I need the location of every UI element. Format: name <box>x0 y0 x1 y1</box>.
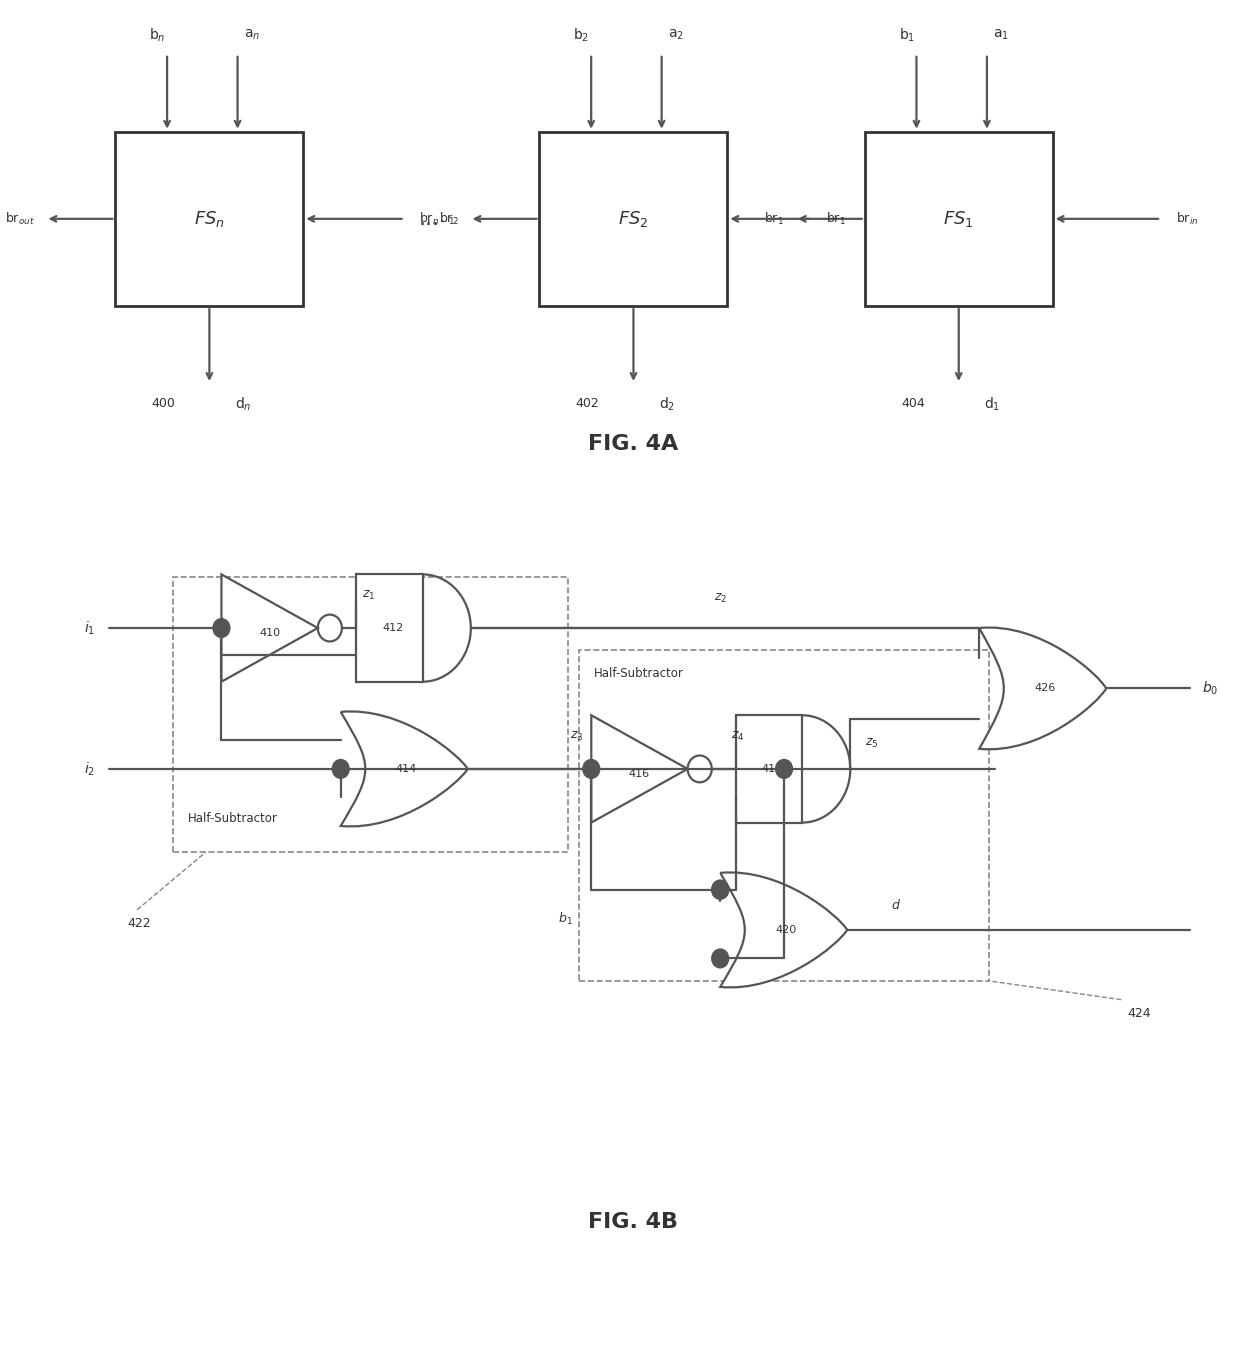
Text: ...: ... <box>418 209 439 230</box>
PathPatch shape <box>980 628 1106 749</box>
Text: z$_5$: z$_5$ <box>866 737 879 751</box>
Bar <box>864 132 1053 306</box>
Text: 414: 414 <box>396 764 417 774</box>
Text: FS$_2$: FS$_2$ <box>618 209 649 230</box>
Text: b$_1$: b$_1$ <box>558 911 573 927</box>
Text: 402: 402 <box>575 397 600 410</box>
Text: z$_2$: z$_2$ <box>714 593 728 605</box>
Text: 400: 400 <box>151 397 176 410</box>
Text: 418: 418 <box>761 764 782 774</box>
Text: $i_1$: $i_1$ <box>84 620 95 637</box>
Text: 420: 420 <box>775 925 796 936</box>
Text: br$_{in}$: br$_{in}$ <box>1176 211 1198 227</box>
Circle shape <box>712 880 729 899</box>
Text: 426: 426 <box>1034 683 1055 694</box>
Text: z$_1$: z$_1$ <box>362 590 376 602</box>
PathPatch shape <box>341 711 467 826</box>
Text: z$_4$: z$_4$ <box>732 730 745 744</box>
Text: 422: 422 <box>128 917 151 930</box>
Circle shape <box>583 760 600 779</box>
Bar <box>115 132 304 306</box>
Text: 416: 416 <box>629 769 650 779</box>
Text: Half-Subtractor: Half-Subtractor <box>594 667 683 680</box>
Text: FS$_n$: FS$_n$ <box>193 209 224 230</box>
Text: FS$_1$: FS$_1$ <box>944 209 975 230</box>
Text: a$_2$: a$_2$ <box>668 28 684 42</box>
Text: 404: 404 <box>901 397 925 410</box>
Bar <box>735 716 802 822</box>
Text: a$_1$: a$_1$ <box>993 28 1009 42</box>
Text: br$_1$: br$_1$ <box>764 211 784 227</box>
Text: b$_n$: b$_n$ <box>149 27 166 43</box>
Text: d: d <box>892 899 899 913</box>
Text: b$_0$: b$_0$ <box>1202 679 1219 697</box>
Bar <box>579 649 988 981</box>
Circle shape <box>712 949 729 968</box>
Text: d$_1$: d$_1$ <box>985 396 1001 413</box>
Text: b$_1$: b$_1$ <box>899 27 915 43</box>
Text: 410: 410 <box>259 628 280 639</box>
Circle shape <box>775 760 792 779</box>
Text: FIG. 4A: FIG. 4A <box>588 435 678 454</box>
Circle shape <box>213 618 229 637</box>
Text: br$_{out}$: br$_{out}$ <box>5 211 35 227</box>
Text: Half-Subtractor: Half-Subtractor <box>187 813 278 825</box>
Text: 412: 412 <box>382 624 403 633</box>
Text: FIG. 4B: FIG. 4B <box>589 1212 678 1233</box>
Text: d$_n$: d$_n$ <box>234 396 252 413</box>
Text: 424: 424 <box>1127 1007 1151 1019</box>
Text: br$_{n-1}$: br$_{n-1}$ <box>419 211 455 227</box>
Text: $i_2$: $i_2$ <box>84 760 95 778</box>
Text: br$_1$: br$_1$ <box>826 211 846 227</box>
Bar <box>539 132 728 306</box>
Text: br$_2$: br$_2$ <box>439 211 459 227</box>
Text: z$_3$: z$_3$ <box>570 730 584 744</box>
Circle shape <box>332 760 350 779</box>
Text: a$_n$: a$_n$ <box>244 28 260 42</box>
Bar <box>356 574 423 682</box>
Text: d$_2$: d$_2$ <box>660 396 676 413</box>
Bar <box>174 576 568 852</box>
Circle shape <box>712 880 729 899</box>
Text: b$_2$: b$_2$ <box>573 27 589 43</box>
PathPatch shape <box>720 872 847 987</box>
